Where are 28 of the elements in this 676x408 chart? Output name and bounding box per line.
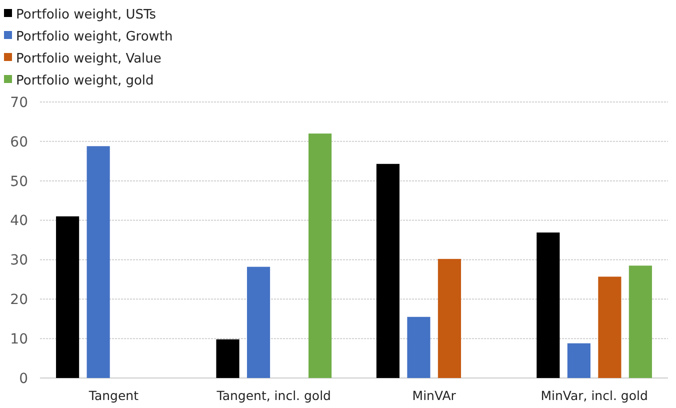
bar [216,339,240,378]
x-tick-label: MinVAr [412,388,457,403]
y-tick-label: 70 [10,94,28,111]
bar [376,164,400,378]
legend-label: Portfolio weight, gold [16,74,154,89]
y-tick-label: 30 [10,252,28,269]
x-tick-label: Tangent [88,388,139,403]
y-tick-label: 0 [19,370,28,387]
legend-label: Portfolio weight, USTs [16,8,156,23]
bar [56,216,80,378]
bar [598,276,622,378]
y-tick-label: 50 [10,174,28,190]
x-tick-label: Tangent, incl. gold [216,388,332,403]
bar [246,266,270,378]
y-tick-label: 40 [10,213,28,230]
bar [628,266,652,378]
bar [86,146,110,378]
legend-label: Portfolio weight, Growth [16,30,173,45]
y-tick-label: 10 [10,331,28,348]
bar [308,134,332,378]
y-tick-label: 20 [10,292,28,308]
bar [438,258,462,378]
bar [536,232,560,378]
y-tick-label: 60 [10,134,28,150]
x-tick-label: MinVar, incl. gold [540,388,648,403]
legend-label: Portfolio weight, Value [16,52,162,67]
bar [567,343,590,378]
bar [407,316,430,378]
